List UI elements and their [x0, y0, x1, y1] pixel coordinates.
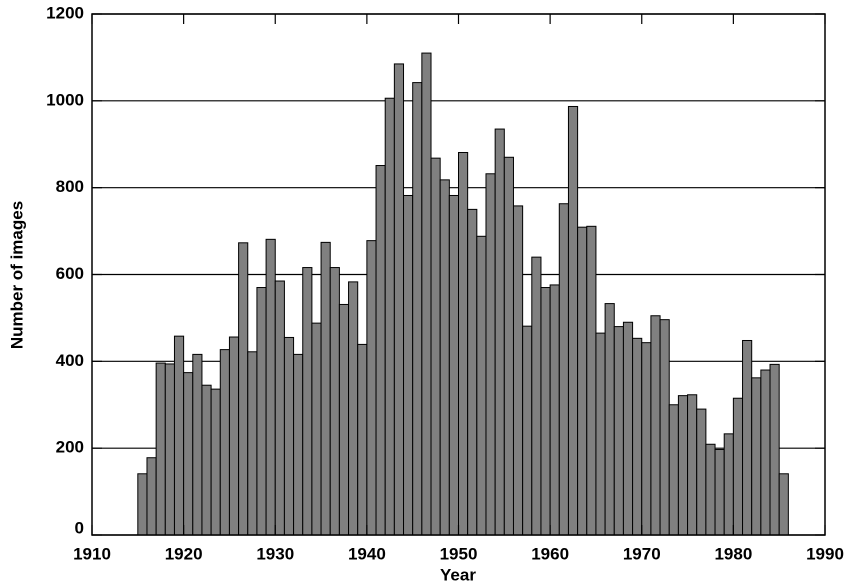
bar [448, 194, 459, 536]
bar [659, 319, 670, 536]
x-tick-label: 1970 [623, 544, 661, 563]
bar [732, 397, 744, 536]
bar [632, 337, 643, 536]
bar [348, 281, 359, 536]
bar [137, 473, 148, 536]
bar [283, 336, 295, 536]
bar [641, 342, 652, 536]
bar [247, 351, 258, 536]
bar [522, 325, 533, 536]
x-tick-label: 1990 [806, 544, 844, 563]
bar [458, 151, 469, 536]
bar [219, 349, 230, 536]
x-tick-label: 1980 [714, 544, 752, 563]
bar [512, 205, 524, 536]
bar [769, 363, 780, 536]
bar [476, 235, 487, 536]
bar [146, 457, 157, 536]
bar [274, 280, 285, 536]
bar [155, 362, 166, 536]
y-tick-label: 400 [56, 351, 84, 370]
bar [723, 433, 734, 536]
bar [485, 173, 496, 536]
bar [705, 443, 716, 536]
bar [302, 267, 313, 536]
bar [742, 339, 753, 536]
bar [173, 335, 185, 536]
bar [320, 241, 331, 536]
bar [622, 321, 634, 536]
bar [201, 384, 212, 536]
bar [183, 372, 194, 536]
bar [613, 326, 624, 536]
bar [329, 267, 340, 536]
bar [549, 284, 560, 536]
bar [714, 448, 725, 536]
bar [256, 287, 267, 536]
x-tick-label: 1910 [73, 544, 111, 563]
bar [164, 363, 175, 536]
plot-frame [91, 13, 826, 536]
bar [503, 156, 514, 536]
bar [467, 208, 478, 536]
bar [421, 52, 432, 536]
y-axis-label: Number of images [7, 201, 26, 349]
bar [439, 179, 450, 536]
y-tick-label: 1200 [46, 3, 84, 22]
bar [650, 315, 661, 536]
bar [238, 242, 249, 536]
bar [403, 194, 414, 536]
y-tick-label: 0 [75, 518, 84, 537]
y-tick-label: 1000 [46, 90, 84, 109]
bar [393, 63, 405, 536]
bar [567, 105, 579, 536]
bar [384, 97, 395, 536]
x-axis-label: Year [440, 565, 476, 584]
y-tick-label: 200 [56, 438, 84, 457]
bar [540, 287, 551, 536]
bar [751, 377, 762, 536]
x-tick-label: 1940 [348, 544, 386, 563]
bar [357, 343, 368, 536]
x-tick-label: 1960 [531, 544, 569, 563]
bar [668, 404, 679, 536]
bar [293, 353, 304, 536]
bar [311, 322, 322, 536]
bar [412, 82, 423, 536]
x-tick-label: 1950 [440, 544, 478, 563]
bar [192, 353, 203, 536]
bar [531, 256, 542, 536]
y-tick-label: 800 [56, 177, 84, 196]
bar [778, 473, 789, 536]
bar [366, 240, 377, 536]
bar [338, 303, 350, 536]
x-tick-label: 1930 [256, 544, 294, 563]
bar [210, 388, 221, 536]
bar [696, 408, 707, 536]
bar [687, 394, 698, 536]
bar [595, 332, 606, 536]
bar [577, 226, 588, 536]
bar [228, 336, 240, 536]
bar [677, 395, 689, 536]
bar [265, 238, 276, 536]
x-tick-label: 1920 [165, 544, 203, 563]
bar [586, 225, 597, 536]
bar [558, 203, 569, 536]
bar [760, 369, 771, 536]
bar [494, 128, 505, 536]
y-tick-label: 600 [56, 264, 84, 283]
bar [604, 303, 615, 536]
bar [375, 165, 386, 536]
bar [430, 157, 441, 536]
